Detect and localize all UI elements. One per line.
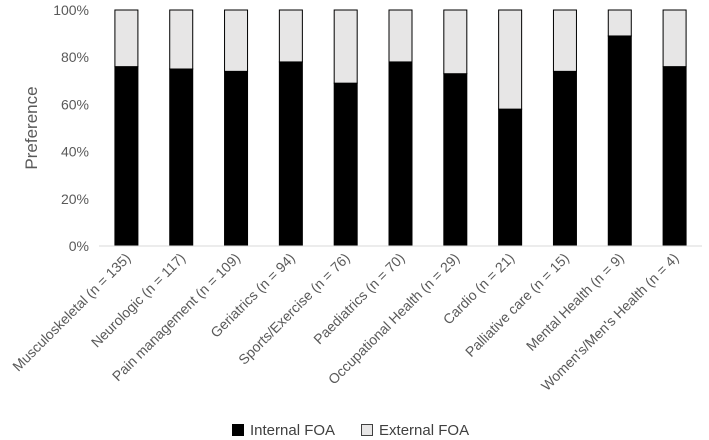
x-category-label: Neurologic (n = 117) xyxy=(88,250,189,351)
bar-external-foa xyxy=(443,9,468,75)
bar-external-foa xyxy=(607,9,632,37)
bar-internal-foa xyxy=(607,35,632,247)
bar-external-foa xyxy=(662,9,687,68)
legend-label-internal: Internal FOA xyxy=(250,421,336,439)
bar-internal-foa xyxy=(552,70,577,247)
y-tick-label: 40% xyxy=(61,144,89,160)
bar-external-foa xyxy=(552,9,577,72)
y-tick-label: 80% xyxy=(61,49,89,65)
bar-internal-foa xyxy=(224,70,249,247)
legend-swatch-internal xyxy=(232,424,244,436)
bar-internal-foa xyxy=(169,68,194,247)
bar-external-foa xyxy=(388,9,413,63)
bar-internal-foa xyxy=(388,61,413,247)
bar-external-foa xyxy=(169,9,194,70)
bar-external-foa xyxy=(333,9,358,84)
x-category-label: Mental Health (n = 9) xyxy=(523,250,627,354)
x-category-label: Sports/Exercise (n = 76) xyxy=(235,250,353,368)
legend-item-internal: Internal FOA xyxy=(232,422,335,439)
y-tick-label: 100% xyxy=(53,2,89,18)
y-tick-label: 20% xyxy=(61,191,89,207)
bar-external-foa xyxy=(224,9,249,72)
bar-external-foa xyxy=(114,9,139,68)
y-tick-label: 60% xyxy=(61,96,89,112)
bar-internal-foa xyxy=(114,66,139,247)
bar-internal-foa xyxy=(278,61,303,247)
y-tick-label: 0% xyxy=(69,238,89,254)
y-axis-title: Preference xyxy=(22,86,41,169)
legend-item-external: External FOA xyxy=(361,422,469,439)
x-category-label: Palliative care (n = 15) xyxy=(462,250,572,360)
bar-internal-foa xyxy=(498,108,523,247)
bar-internal-foa xyxy=(333,82,358,247)
bar-internal-foa xyxy=(443,73,468,247)
legend-label-external: External FOA xyxy=(379,421,470,439)
bar-external-foa xyxy=(498,9,523,110)
bar-external-foa xyxy=(278,9,303,63)
legend: Internal FOA External FOA xyxy=(232,420,469,440)
legend-swatch-external xyxy=(361,424,374,436)
bar-internal-foa xyxy=(662,66,687,247)
x-category-label: Paediatrics (n = 70) xyxy=(310,250,407,347)
